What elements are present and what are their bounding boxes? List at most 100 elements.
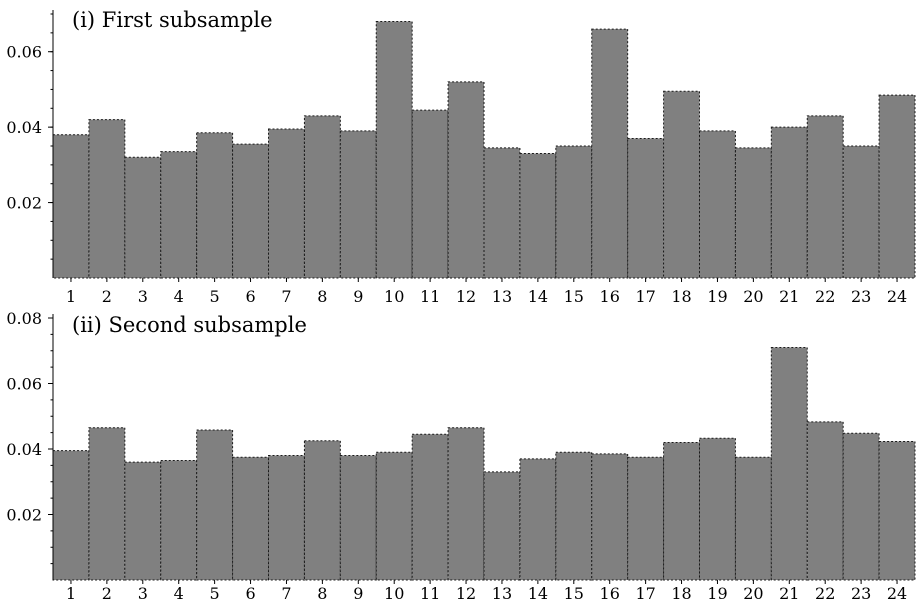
x-tick-label: 3	[138, 584, 148, 602]
bar-17	[627, 456, 665, 581]
bar-11	[411, 109, 449, 279]
panel-second-subsample: (ii) Second subsample 0.020.040.060.081 2…	[6, 309, 916, 602]
x-tick-label: 6	[245, 287, 255, 306]
x-tick-label: 2	[102, 287, 112, 306]
x-tick-label: 3	[138, 287, 148, 306]
y-tick-label: 0.02	[6, 194, 42, 213]
bar-8	[303, 440, 341, 581]
bar-10	[375, 451, 413, 581]
bar-12	[447, 427, 485, 581]
bar-1	[52, 450, 90, 581]
x-tick-label: 9	[353, 287, 363, 306]
x-tick-label: 8	[317, 584, 327, 602]
x-tick-label: 11	[420, 287, 440, 306]
bar-12	[447, 81, 485, 279]
bar-6	[232, 143, 269, 279]
x-tick-label: 16	[600, 287, 620, 306]
x-tick-label: 15	[564, 287, 584, 306]
bar-5	[196, 132, 234, 279]
x-tick-label: 10	[384, 584, 404, 602]
x-tick-label: 13	[492, 584, 512, 602]
bar-14	[519, 153, 557, 279]
bar-13	[483, 147, 521, 279]
bar-16	[591, 28, 629, 279]
bar-20	[734, 147, 772, 279]
bar-17	[627, 137, 665, 279]
x-tick-label: 1	[66, 584, 76, 602]
y-tick-label: 0.08	[6, 309, 42, 328]
bar-13	[483, 471, 521, 581]
x-tick-label: 5	[210, 287, 220, 306]
bar-3	[124, 461, 162, 581]
y-tick-label: 0.06	[6, 43, 42, 62]
panel-title: (ii) Second subsample	[72, 313, 307, 337]
x-tick-label: 20	[743, 584, 763, 602]
y-tick-label: 0.04	[6, 118, 42, 137]
bar-15	[555, 145, 593, 279]
x-tick-label: 22	[815, 287, 835, 306]
x-tick-label: 19	[707, 584, 727, 602]
y-tick-label: 0.06	[6, 375, 42, 394]
bar-21	[770, 126, 808, 279]
bar-9	[339, 130, 377, 279]
bar-4	[160, 459, 198, 581]
bar-2	[88, 427, 126, 581]
x-tick-label: 21	[779, 287, 799, 306]
bar-18	[663, 90, 701, 279]
bar-23	[842, 432, 880, 581]
x-tick-label: 5	[210, 584, 220, 602]
x-tick-label: 17	[635, 287, 655, 306]
bar-22	[806, 421, 844, 581]
x-tick-label: 12	[456, 287, 476, 306]
x-tick-label: 18	[671, 287, 691, 306]
x-tick-label: 1	[66, 287, 76, 306]
bar-11	[411, 433, 449, 581]
bar-24	[878, 94, 916, 279]
bar-5	[196, 429, 234, 581]
bar-16	[591, 453, 629, 581]
bar-23	[842, 145, 880, 279]
bar-22	[806, 115, 844, 279]
x-tick-label: 12	[456, 584, 476, 602]
bar-4	[160, 151, 198, 279]
bar-9	[339, 455, 377, 581]
x-tick-label: 17	[635, 584, 655, 602]
bar-2	[88, 119, 126, 279]
bar-7	[268, 128, 305, 279]
bar-14	[519, 458, 557, 581]
x-tick-label: 13	[492, 287, 512, 306]
bar-20	[734, 456, 772, 581]
bar-15	[555, 451, 593, 581]
bar-21	[770, 346, 808, 581]
bar-6	[232, 456, 269, 581]
x-tick-label: 24	[887, 584, 907, 602]
x-tick-label: 23	[851, 584, 871, 602]
x-tick-label: 2	[102, 584, 112, 602]
panel-first-subsample: (i) First subsample 0.020.040.061 2 3 4 5 6 7 8…	[6, 8, 916, 306]
x-tick-label: 11	[420, 584, 440, 602]
x-tick-label: 7	[281, 287, 291, 306]
x-tick-label: 6	[245, 584, 255, 602]
x-tick-label: 14	[528, 584, 548, 602]
x-tick-label: 18	[671, 584, 691, 602]
bar-1	[52, 134, 90, 279]
x-tick-label: 20	[743, 287, 763, 306]
y-tick-label: 0.04	[6, 440, 42, 459]
y-tick-label: 0.02	[6, 506, 42, 525]
x-tick-label: 15	[564, 584, 584, 602]
bar-19	[699, 437, 736, 581]
bar-3	[124, 156, 162, 279]
x-tick-label: 10	[384, 287, 404, 306]
x-tick-label: 22	[815, 584, 835, 602]
panel-title: (i) First subsample	[72, 8, 273, 32]
x-tick-label: 4	[174, 287, 184, 306]
bar-8	[303, 115, 341, 279]
bar-10	[375, 21, 413, 279]
x-tick-label: 23	[851, 287, 871, 306]
x-tick-label: 7	[281, 584, 291, 602]
x-tick-label: 14	[528, 287, 548, 306]
bar-24	[878, 440, 916, 581]
bar-18	[663, 441, 701, 581]
